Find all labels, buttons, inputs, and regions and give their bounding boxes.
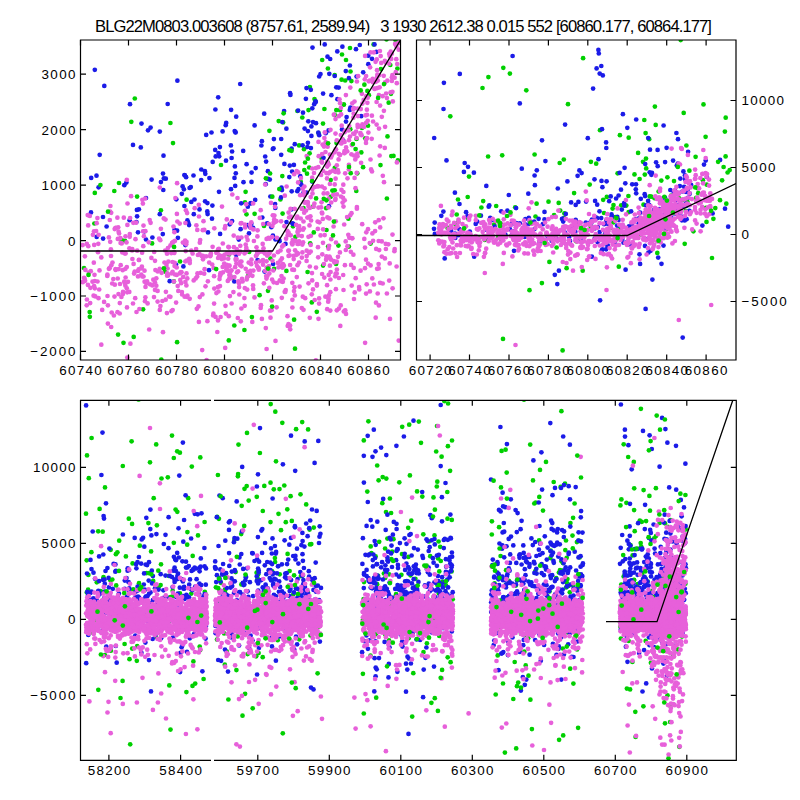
svg-text:58200: 58200 xyxy=(88,763,130,778)
svg-text:BLG22M0803.003608 (8757.61, 25: BLG22M0803.003608 (8757.61, 2589.94) 3 1… xyxy=(95,17,712,36)
svg-text:60840: 60840 xyxy=(299,363,342,378)
svg-text:−5000: −5000 xyxy=(742,294,787,309)
svg-text:0: 0 xyxy=(68,612,75,627)
svg-text:60820: 60820 xyxy=(251,363,294,378)
svg-text:60740: 60740 xyxy=(59,363,102,378)
svg-text:60900: 60900 xyxy=(666,763,709,778)
svg-text:3000: 3000 xyxy=(42,67,76,82)
svg-text:10000: 10000 xyxy=(742,93,785,108)
svg-text:−5000: −5000 xyxy=(30,688,75,703)
svg-text:10000: 10000 xyxy=(33,460,76,475)
svg-text:60760: 60760 xyxy=(107,363,150,378)
svg-text:59700: 59700 xyxy=(237,763,280,778)
svg-text:60840: 60840 xyxy=(645,363,688,378)
svg-text:60700: 60700 xyxy=(594,763,637,778)
svg-text:60100: 60100 xyxy=(380,763,423,778)
svg-text:60720: 60720 xyxy=(409,363,452,378)
svg-text:60760: 60760 xyxy=(488,363,531,378)
svg-text:−2000: −2000 xyxy=(30,344,75,359)
svg-text:5000: 5000 xyxy=(42,536,76,551)
svg-text:60780: 60780 xyxy=(527,363,570,378)
svg-text:58400: 58400 xyxy=(159,763,202,778)
svg-text:−1000: −1000 xyxy=(30,289,75,304)
svg-text:60300: 60300 xyxy=(451,763,494,778)
svg-text:60860: 60860 xyxy=(347,363,390,378)
svg-text:0: 0 xyxy=(742,227,749,242)
svg-text:60860: 60860 xyxy=(685,363,728,378)
svg-text:2000: 2000 xyxy=(42,123,76,138)
svg-text:60800: 60800 xyxy=(567,363,610,378)
svg-text:60500: 60500 xyxy=(523,763,566,778)
svg-text:60820: 60820 xyxy=(606,363,649,378)
svg-text:60780: 60780 xyxy=(155,363,198,378)
svg-text:5000: 5000 xyxy=(742,160,776,175)
svg-text:1000: 1000 xyxy=(42,178,76,193)
svg-text:59900: 59900 xyxy=(308,763,351,778)
svg-text:0: 0 xyxy=(68,234,75,249)
svg-text:60740: 60740 xyxy=(448,363,491,378)
svg-text:60800: 60800 xyxy=(203,363,246,378)
